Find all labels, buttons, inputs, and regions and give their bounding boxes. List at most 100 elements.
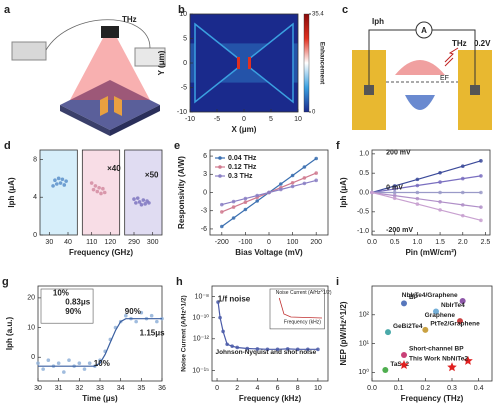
y-tick-label: 10⁻⁸ xyxy=(195,293,209,300)
point xyxy=(279,182,283,186)
y-tick-label: 0.0 xyxy=(359,189,369,196)
point xyxy=(438,199,442,204)
point xyxy=(46,358,51,363)
point xyxy=(316,347,320,352)
point-label: NbIrTe4 xyxy=(441,302,465,309)
x-tick-label: 0 xyxy=(242,116,246,123)
point xyxy=(225,342,229,347)
panel-label: c xyxy=(342,4,348,16)
point xyxy=(82,367,87,371)
cable xyxy=(45,19,151,51)
point xyxy=(132,197,136,201)
y-tick-label: 10⁻¹⁰ xyxy=(192,314,209,322)
point-label: Short-channel BP xyxy=(409,346,464,353)
point xyxy=(99,191,103,196)
point xyxy=(230,344,234,348)
legend-label: 0.04 THz xyxy=(228,155,257,162)
point xyxy=(36,361,40,365)
y-tick-label: 0 xyxy=(33,232,37,239)
colorbar xyxy=(303,13,310,113)
panel-a: a THz xyxy=(4,4,166,136)
y-axis-label: Iph (a.u.) xyxy=(5,317,14,351)
x-tick-label: 30 xyxy=(34,385,42,392)
point xyxy=(392,193,397,198)
series-line xyxy=(371,191,481,208)
series-line xyxy=(371,191,482,221)
point xyxy=(457,318,463,325)
annotation: ×50 xyxy=(145,171,159,180)
point xyxy=(479,218,483,223)
point xyxy=(399,360,409,369)
series-line xyxy=(38,318,162,367)
x-tick-label: 2 xyxy=(235,385,239,392)
series-label: -200 mV xyxy=(386,227,413,234)
point xyxy=(401,300,407,307)
instrument xyxy=(11,41,47,61)
point xyxy=(243,200,248,205)
point xyxy=(438,190,442,195)
x-axis-label: Pin (mW/cm²) xyxy=(405,248,456,257)
point xyxy=(415,190,420,195)
point-label: NbIrTe4/Graphene xyxy=(402,292,458,299)
point xyxy=(134,201,138,205)
point xyxy=(147,201,151,205)
y-tick-label: -1.0 xyxy=(357,228,369,235)
y-tick-label: 20 xyxy=(27,295,35,302)
point xyxy=(302,181,307,186)
panel-label: f xyxy=(336,140,340,152)
y-tick-label: -10 xyxy=(177,109,187,116)
x-tick-label: 0.4 xyxy=(474,385,484,392)
point xyxy=(134,319,138,324)
point xyxy=(221,329,225,334)
point xyxy=(55,182,59,186)
point xyxy=(314,178,319,183)
x-tick-label: 1.0 xyxy=(413,239,423,246)
point xyxy=(231,205,236,209)
point xyxy=(93,184,98,188)
point xyxy=(41,367,45,371)
point xyxy=(56,176,61,181)
point xyxy=(415,177,420,182)
panel-label: h xyxy=(176,276,183,288)
x-tick-label: 10 xyxy=(294,116,302,123)
point xyxy=(64,179,68,183)
point xyxy=(53,178,57,183)
y-tick-label: 3 xyxy=(203,171,207,178)
substrate-side xyxy=(110,105,160,136)
y-tick-label: 10⁻¹⁵ xyxy=(192,367,209,374)
y-axis-label: NEP (pW/Hz^1/2) xyxy=(339,301,348,365)
point xyxy=(137,200,142,204)
y-tick-label: 0 xyxy=(203,189,207,196)
y-axis-label: Y (μm) xyxy=(157,50,166,75)
point xyxy=(155,319,159,324)
point xyxy=(216,300,220,304)
y-tick-label: -5 xyxy=(181,84,187,91)
frame xyxy=(39,149,78,236)
legend-marker xyxy=(218,165,222,169)
point xyxy=(285,347,290,351)
point xyxy=(139,202,144,207)
ef-label: EF xyxy=(440,75,449,82)
point xyxy=(77,361,82,365)
beam xyxy=(70,38,150,100)
x-tick-label: 0.3 xyxy=(447,385,457,392)
point xyxy=(102,190,107,195)
x-tick-label: 110 xyxy=(86,239,97,246)
point xyxy=(290,173,295,178)
panel-label: a xyxy=(4,4,11,16)
panel-c: c A Iph THz 0.2V EF xyxy=(342,4,492,130)
x-tick-label: 0.0 xyxy=(367,385,377,392)
panel-label: g xyxy=(2,276,9,288)
point xyxy=(267,190,271,195)
x-tick-label: 0.5 xyxy=(390,239,400,246)
point xyxy=(62,370,66,374)
series-label: 0 mV xyxy=(386,184,403,191)
frame xyxy=(371,285,493,382)
x-tick-label: 200 xyxy=(310,239,322,246)
substrate-side xyxy=(60,105,110,136)
annotation: Johnson-Nyquist and shot noise xyxy=(215,349,316,356)
y-tick-label: 10⁰ xyxy=(358,368,369,376)
x-tick-label: -10 xyxy=(185,116,195,123)
point xyxy=(385,329,391,336)
